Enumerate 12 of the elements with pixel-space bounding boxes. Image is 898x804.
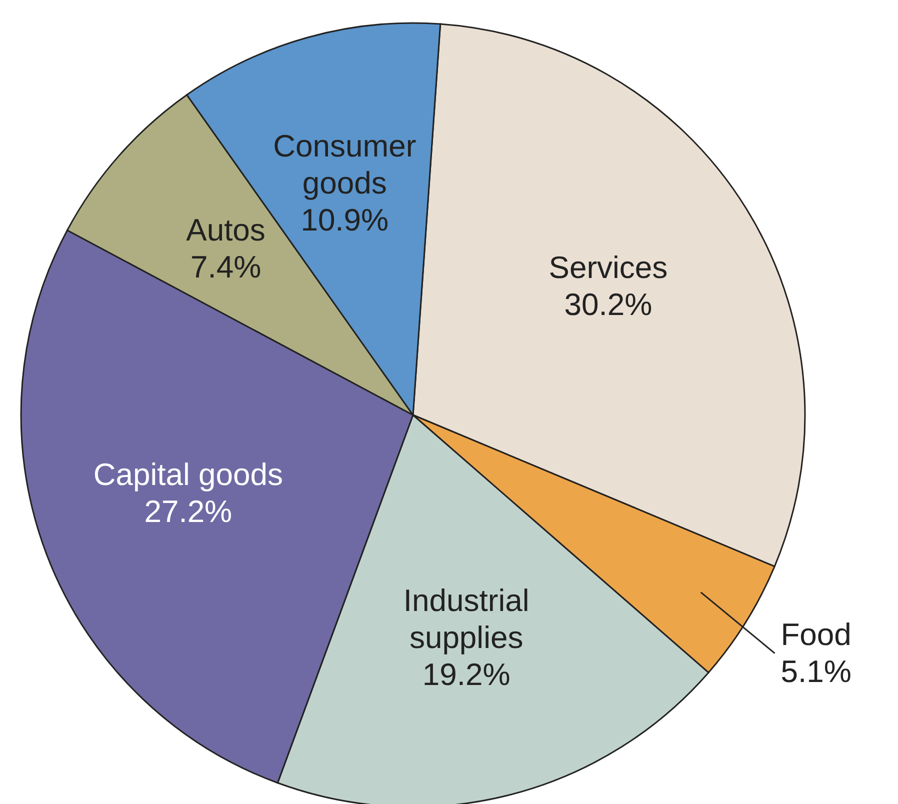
data-label: 27.2% — [144, 494, 232, 530]
slice-label: Autos — [186, 212, 266, 248]
slice-label: Capital goods — [93, 457, 283, 492]
data-label: 19.2% — [422, 656, 510, 692]
slice-label: Food — [780, 616, 852, 652]
slice-label: Consumer goods — [273, 128, 416, 200]
data-label: 10.9% — [300, 202, 389, 238]
data-label: 7.4% — [190, 250, 262, 285]
data-label: 30.2% — [564, 287, 652, 322]
slice-label: Industrial supplies — [403, 582, 530, 655]
data-label: 5.1% — [780, 654, 852, 689]
slice-label: Services — [548, 250, 668, 286]
